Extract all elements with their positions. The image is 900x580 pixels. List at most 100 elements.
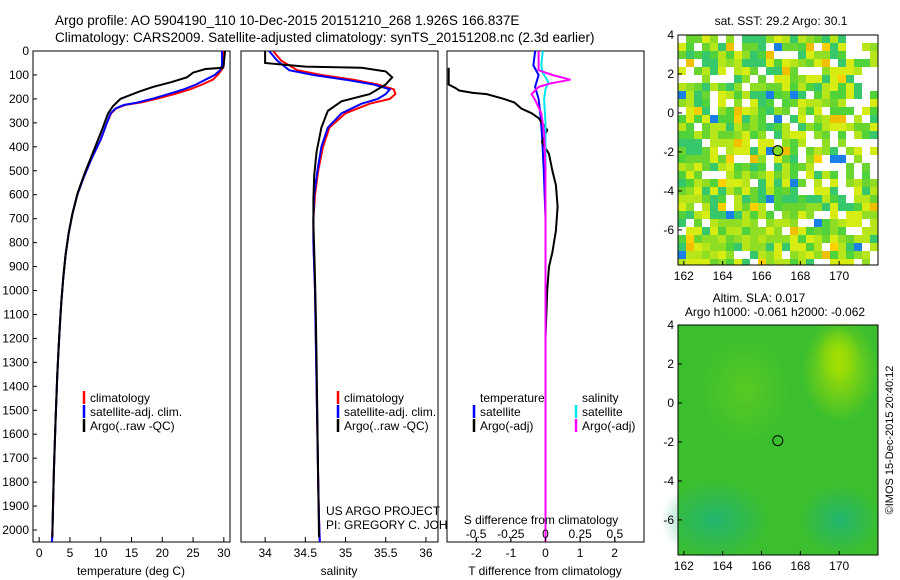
sst-heatmap-cell [870, 115, 878, 123]
sst-heatmap-cell [686, 115, 694, 123]
sst-heatmap-cell [870, 235, 878, 243]
sst-heatmap-cell [782, 147, 790, 155]
depth-tick-label: 1100 [3, 307, 29, 321]
sst-heatmap-cell [798, 59, 806, 67]
sst-heatmap-cell [734, 227, 742, 235]
sst-heatmap-cell [814, 99, 822, 107]
sst-heatmap-cell [798, 99, 806, 107]
sst-heatmap-cell [718, 123, 726, 131]
sst-heatmap-cell [846, 163, 854, 171]
sst-heatmap-cell [686, 107, 694, 115]
difference-xtick-label: -2 [471, 546, 482, 560]
sst-heatmap-cell [686, 147, 694, 155]
sst-heatmap-cell [678, 163, 686, 171]
project-label: US ARGO PROJECT [326, 504, 441, 518]
sst-heatmap-cell [686, 243, 694, 251]
sst-latitude-axis: 4 2 0 -2 -4 -6 [663, 28, 682, 237]
depth-tick-label: 500 [9, 164, 29, 178]
salinity-lines [264, 51, 397, 542]
sst-heatmap-cells [678, 35, 878, 265]
sst-heatmap-cell [790, 179, 798, 187]
sst-heatmap-cell [750, 195, 758, 203]
sst-heatmap-cell [766, 179, 774, 187]
s-difference-xtick-label: -0.5 [466, 527, 487, 541]
sla-lat-tick-label: 2 [667, 357, 674, 371]
sst-heatmap-cell [846, 243, 854, 251]
depth-tick-label: 2000 [2, 523, 29, 537]
sst-heatmap-cell [694, 243, 702, 251]
sst-heatmap-cell [734, 99, 742, 107]
sst-heatmap-cell [790, 91, 798, 99]
sst-heatmap-cell [742, 59, 750, 67]
sst-heatmap-cell [854, 115, 862, 123]
sst-heatmap-cell [702, 115, 710, 123]
sst-heatmap-cell [750, 147, 758, 155]
sst-heatmap-cell [686, 211, 694, 219]
sst-lat-tick-label: 2 [667, 67, 674, 81]
sst-heatmap-cell [766, 171, 774, 179]
sst-heatmap-cell [798, 51, 806, 59]
sst-heatmap-cell [806, 83, 814, 91]
sst-heatmap-cell [838, 35, 846, 43]
sst-heatmap-cell [782, 107, 790, 115]
sst-heatmap-cell [814, 195, 822, 203]
sst-heatmap-cell [726, 259, 734, 265]
sst-heatmap-cell [734, 67, 742, 75]
sst-heatmap-cell [774, 155, 782, 163]
sst-heatmap-cell [838, 131, 846, 139]
sst-heatmap-cell [790, 259, 798, 265]
sst-heatmap-cell [758, 195, 766, 203]
sst-heatmap-cell [798, 235, 806, 243]
sst-heatmap-cell [782, 123, 790, 131]
sst-heatmap-cell [686, 179, 694, 187]
sst-lon-tick-label: 170 [829, 269, 849, 283]
depth-tick-label: 200 [9, 92, 29, 106]
sst-heatmap-cell [734, 131, 742, 139]
sst-heatmap-cell [734, 75, 742, 83]
depth-tick-label: 800 [9, 236, 29, 250]
sst-heatmap-cell [830, 115, 838, 123]
sst-heatmap-cell [806, 51, 814, 59]
sst-heatmap-cell [718, 219, 726, 227]
legend-header-salinity: salinity [582, 391, 619, 405]
sst-heatmap-cell [846, 91, 854, 99]
sst-lon-tick-label: 166 [751, 269, 771, 283]
sst-heatmap-cell [862, 211, 870, 219]
temperature-xtick-label: 30 [217, 546, 231, 560]
sst-heatmap-cell [694, 91, 702, 99]
sst-heatmap-cell [822, 115, 830, 123]
sst-heatmap-cell [870, 219, 878, 227]
sst-heatmap-cell [830, 227, 838, 235]
sst-heatmap-cell [782, 43, 790, 51]
sst-heatmap-cell [734, 83, 742, 91]
sst-heatmap-cell [830, 51, 838, 59]
sst-heatmap-cell [750, 171, 758, 179]
sst-heatmap-cell [790, 235, 798, 243]
t-difference-xlabel: T difference from climatology [468, 564, 622, 578]
sst-heatmap-cell [686, 227, 694, 235]
sst-heatmap-cell [718, 203, 726, 211]
figure-title-line2: Climatology: CARS2009. Satellite-adjuste… [55, 30, 595, 45]
sst-heatmap-cell [726, 187, 734, 195]
sst-heatmap-cell [846, 211, 854, 219]
sst-heatmap-cell [726, 227, 734, 235]
s-difference-axis: -0.5 -0.25 0 0.25 0.5 [466, 527, 624, 542]
sst-heatmap-cell [742, 147, 750, 155]
sst-heatmap-cell [742, 91, 750, 99]
imos-credit: ©IMOS 15-Dec-2015 20:40:12 [884, 366, 896, 515]
sst-lon-tick-label: 164 [713, 269, 733, 283]
sst-heatmap-cell [798, 115, 806, 123]
sst-heatmap-cell [822, 123, 830, 131]
sst-lat-tick-label: -2 [663, 145, 674, 159]
sst-heatmap-cell [814, 59, 822, 67]
sst-heatmap-cell [718, 163, 726, 171]
sst-heatmap-cell [742, 123, 750, 131]
sst-heatmap-cell [694, 235, 702, 243]
sst-heatmap-cell [870, 179, 878, 187]
sst-heatmap-cell [854, 179, 862, 187]
sst-heatmap-cell [678, 43, 686, 51]
sst-heatmap-cell [854, 67, 862, 75]
sst-heatmap-cell [814, 147, 822, 155]
sst-heatmap-cell [678, 147, 686, 155]
sst-heatmap-cell [798, 35, 806, 43]
